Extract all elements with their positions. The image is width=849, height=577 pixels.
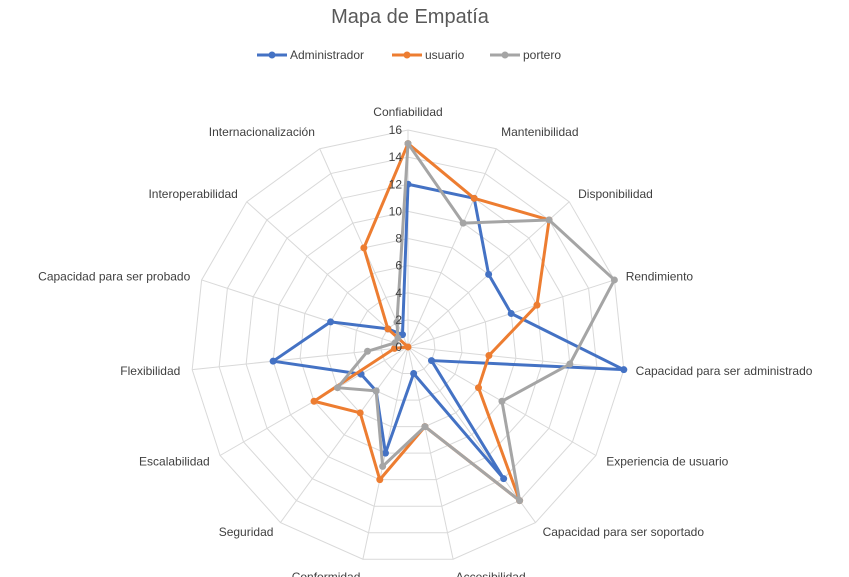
data-point [474, 384, 482, 392]
data-point [356, 409, 364, 417]
data-point [610, 276, 618, 284]
data-point [545, 216, 553, 224]
category-label: Mantenibilidad [501, 125, 578, 139]
legend-label: portero [523, 48, 561, 62]
data-point [393, 318, 401, 326]
legend: Administrador usuario portero [257, 48, 561, 62]
series-layer [269, 140, 628, 505]
tick-labels: 0 2 4 6 8 10 12 14 16 [389, 123, 403, 354]
data-point [269, 357, 277, 365]
legend-item-portero[interactable]: portero [490, 48, 561, 62]
legend-label: Administrador [290, 48, 364, 62]
data-point [364, 347, 372, 355]
data-point [485, 270, 493, 278]
data-point [360, 244, 368, 252]
data-point [404, 343, 412, 351]
tick-label: 2 [395, 313, 402, 327]
legend-marker [268, 51, 276, 59]
series-portero [334, 140, 618, 505]
legend-item-administrador[interactable]: Administrador [257, 48, 364, 62]
data-point [410, 370, 418, 378]
tick-label: 4 [395, 286, 402, 300]
category-label: Interoperabilidad [148, 187, 237, 201]
grid-spoke [407, 148, 497, 348]
grid-spoke [246, 201, 409, 348]
data-point [391, 344, 399, 352]
data-point [327, 318, 335, 326]
data-point [394, 334, 402, 342]
data-point [310, 397, 318, 405]
tick-label: 16 [389, 123, 403, 137]
tick-label: 12 [389, 177, 403, 191]
data-point [485, 352, 493, 360]
tick-label: 14 [389, 150, 403, 164]
category-label: Accesibilidad [456, 570, 526, 577]
category-label: Disponibilidad [578, 187, 653, 201]
grid-spoke [407, 346, 624, 371]
grid-spoke [280, 346, 409, 523]
data-point [334, 384, 342, 392]
data-point [372, 387, 380, 395]
data-point [500, 475, 508, 483]
grid-spoke [407, 346, 536, 523]
data-point [620, 366, 628, 374]
legend-label: usuario [425, 48, 465, 62]
data-point [404, 140, 412, 148]
category-label: Capacidad para ser soportado [543, 525, 705, 539]
grid-ring [380, 319, 436, 375]
chart-title: Mapa de Empatía [331, 6, 490, 28]
category-label: Flexibilidad [120, 364, 180, 378]
data-point [427, 357, 435, 365]
category-label: Seguridad [219, 525, 274, 539]
data-point [566, 360, 574, 368]
data-point [459, 219, 467, 227]
category-label: Conformidad [292, 570, 361, 577]
tick-label: 6 [395, 259, 402, 273]
category-label: Experiencia de usuario [606, 454, 728, 468]
grid-spoke [201, 279, 409, 348]
legend-item-usuario[interactable]: usuario [392, 48, 465, 62]
data-point [384, 325, 392, 333]
tick-label: 0 [395, 340, 402, 354]
grid-spoke [407, 346, 454, 560]
grid-ring [245, 183, 571, 507]
data-point [421, 423, 429, 431]
category-label: Escalabilidad [139, 454, 210, 468]
grid-ring [191, 129, 625, 560]
data-point [381, 449, 389, 457]
category-labels: Confiabilidad Mantenibilidad Disponibilida… [38, 105, 813, 577]
data-point [507, 309, 515, 317]
data-point [498, 397, 506, 405]
grid-ring [272, 210, 544, 481]
category-label: Capacidad para ser administrado [636, 364, 813, 378]
grid-ring [326, 265, 490, 428]
category-label: Rendimiento [626, 269, 694, 283]
series-usuario [310, 140, 553, 505]
tick-label: 10 [389, 204, 403, 218]
series-line [271, 182, 626, 481]
grid-ring [353, 292, 463, 401]
data-point [376, 476, 384, 484]
tick-label: 8 [395, 232, 402, 246]
category-label: Internacionalización [209, 125, 315, 139]
data-point [379, 462, 387, 470]
legend-marker [403, 51, 411, 59]
legend-marker [501, 51, 509, 59]
data-point [533, 301, 541, 309]
category-label: Capacidad para ser probado [38, 269, 190, 283]
category-label: Confiabilidad [373, 105, 442, 119]
data-point [516, 497, 524, 505]
grid-ring [218, 156, 598, 534]
data-point [470, 194, 478, 202]
